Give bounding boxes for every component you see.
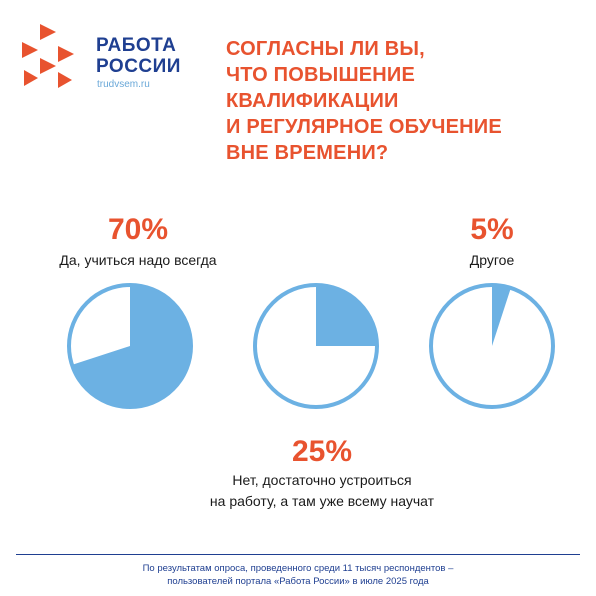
pie-2-slice [316,285,377,346]
brand-url: trudvsem.ru [97,79,150,90]
question-line: ВНЕ ВРЕМЕНИ? [226,142,389,164]
footnote-line1: По результатам опроса, проведенного сред… [142,563,454,574]
logo: РАБОТА РОССИИ trudvsem.ru [22,24,202,96]
pie-1-label: Да, учиться надо всегда [59,252,217,268]
brand-name-line2: РОССИИ [96,56,181,77]
pie-3-slice [492,285,511,346]
footer-divider [16,554,580,555]
pie-1-percent: 70% [107,213,169,246]
question-line: И РЕГУЛЯРНОЕ ОБУЧЕНИЕ [226,116,502,138]
pie-3-percent: 5% [470,213,514,246]
footnote: По результатам опроса, проведенного сред… [0,562,596,588]
question-line: ЧТО ПОВЫШЕНИЕ [226,64,416,86]
survey-question: СОГЛАСНЫ ЛИ ВЫ, ЧТО ПОВЫШЕНИЕ КВАЛИФИКАЦ… [226,36,586,166]
logo-mark-icon [22,24,74,88]
pie-2-label-line1: Нет, достаточно устроиться [232,472,412,488]
pie-1-slice [71,285,191,407]
question-line: КВАЛИФИКАЦИИ [226,90,399,112]
question-line: СОГЛАСНЫ ЛИ ВЫ, [226,38,425,60]
pie-2-label-line2: на работу, а там уже всему научат [209,493,435,509]
brand-name-line1: РАБОТА [96,35,177,56]
pie-3-label: Другое [469,252,515,268]
footnote-line2: пользователей портала «Работа России» в … [167,576,429,587]
pie-2-percent: 25% [291,435,353,468]
